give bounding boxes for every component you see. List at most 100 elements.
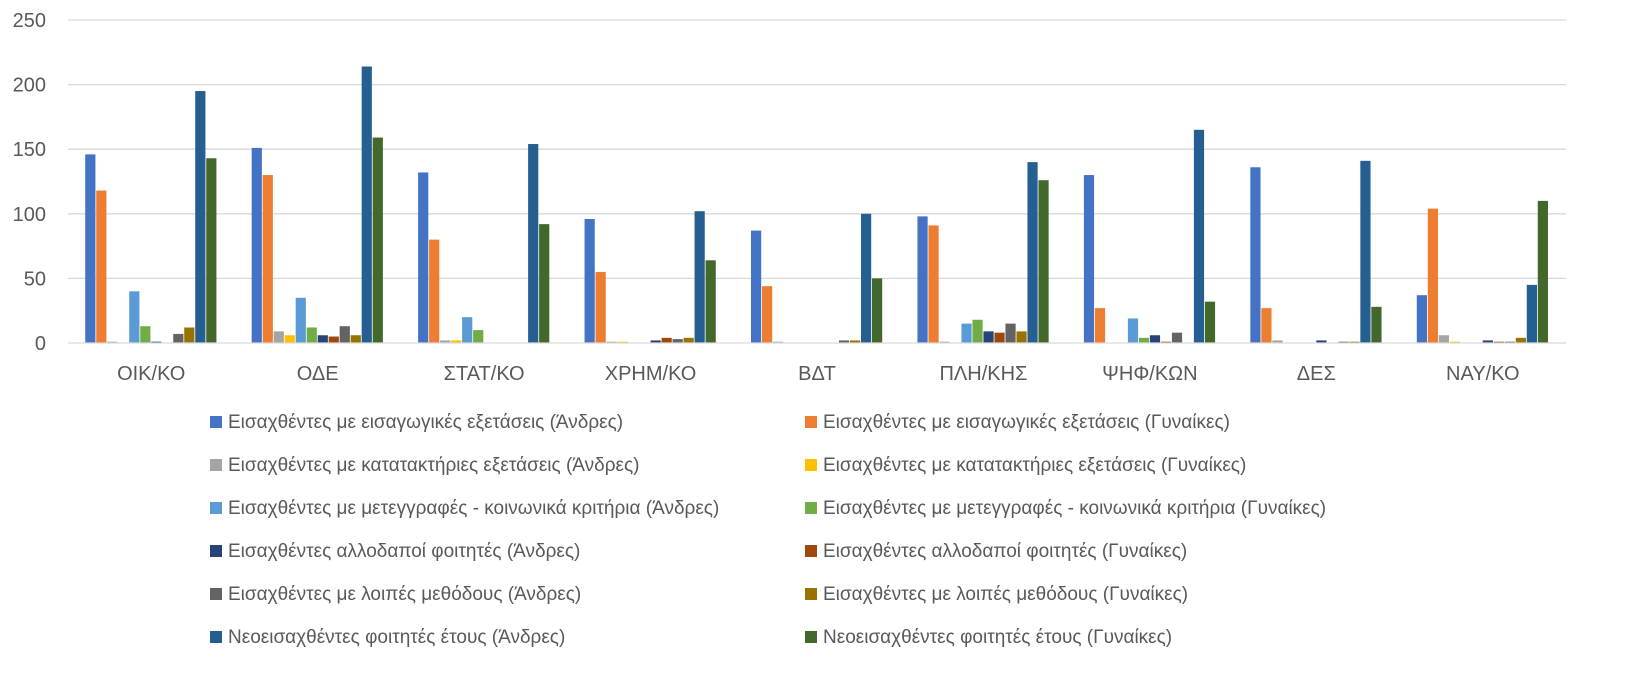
legend: Εισαχθέντες με εισαγωγικές εξετάσεις (Άν… [210,412,1326,648]
legend-swatch [210,588,222,600]
bar [1016,331,1027,343]
bar [284,335,295,343]
bar [206,158,217,343]
bar [861,213,872,343]
bar [917,216,928,343]
bar [462,317,473,343]
bar [1537,200,1548,343]
legend-swatch [805,545,817,557]
bar [418,172,429,343]
bar [584,218,595,343]
bar [1482,340,1493,343]
bar [762,286,773,343]
x-axis-category-labels: ΟΙΚ/ΚΟ ΟΔΕ ΣΤΑΤ/ΚΟ ΧΡΗΜ/ΚΟ ΒΔΤ ΠΛΗ/ΚΗΣ ΨΗΦ/ΚΩΝ… [117,363,1519,385]
legend-label: Εισαχθέντες αλλοδαποί φοιτητές (Γυναίκες… [823,541,1187,562]
bar [661,337,672,343]
bar [251,147,262,343]
x-category-label: ΟΙΚ/ΚΟ [117,363,185,385]
bar [1005,323,1016,343]
legend-swatch [805,416,817,428]
bar [1272,340,1283,343]
bar [129,291,140,343]
legend-swatch [805,588,817,600]
bar [1261,308,1272,343]
bar [317,335,328,343]
bar [295,297,306,343]
y-tick-label: 150 [13,139,46,161]
bar [528,144,539,343]
legend-swatch [210,631,222,643]
bar [972,319,983,343]
x-category-label: ΣΤΑΤ/ΚΟ [444,363,525,385]
bar [140,326,151,343]
bar [361,66,372,344]
legend-label: Εισαχθέντες με μετεγγραφές - κοινωνικά κ… [823,498,1326,519]
bar [85,154,96,343]
bar [350,335,361,343]
legend-swatch [805,502,817,514]
bar [983,331,994,343]
bar [928,225,939,343]
bar [1526,284,1537,343]
legend-label: Εισαχθέντες με κατατακτήριες εξετάσεις (… [228,455,639,476]
y-axis-tick-labels: 0 50 100 150 200 250 [13,10,46,355]
bar [1204,301,1216,343]
bar [1171,332,1183,343]
bar [1371,306,1382,343]
bar [994,332,1005,343]
bar [1515,337,1526,343]
bar [96,190,107,343]
legend-label: Νεοεισαχθέντες φοιτητές έτους (Άνδρες) [228,627,565,648]
bar [961,323,972,343]
bar [694,211,705,343]
legend-label: Νεοεισαχθέντες φοιτητές έτους (Γυναίκες) [823,627,1172,648]
bar [1127,318,1139,343]
legend-label: Εισαχθέντες με λοιπές μεθόδους (Άνδρες) [228,584,581,605]
bar [262,175,273,343]
x-category-label: ΝΑΥ/ΚΟ [1446,363,1519,385]
bars [85,66,1548,344]
legend-label: Εισαχθέντες με εισαγωγικές εξετάσεις (Γυ… [823,412,1230,433]
x-category-label: ΧΡΗΜ/ΚΟ [605,363,697,385]
x-category-label: ΟΔΕ [297,363,339,385]
bar [473,330,484,343]
bar [1360,160,1371,343]
legend-label: Εισαχθέντες με εισαγωγικές εξετάσεις (Άν… [228,412,623,433]
bar [705,260,716,343]
y-tick-label: 100 [13,204,46,226]
bar [751,230,762,343]
bar [683,337,694,343]
bar [1038,180,1049,343]
x-category-label: ΨΗΦ/ΚΩΝ [1102,363,1197,385]
legend-swatch [805,631,817,643]
y-tick-label: 50 [24,268,46,290]
legend-label: Εισαχθέντες με κατατακτήριες εξετάσεις (… [823,455,1246,476]
bar [1027,162,1038,343]
bar [672,339,683,343]
legend-swatch [210,545,222,557]
legend-label: Εισαχθέντες με μετεγγραφές - κοινωνικά κ… [228,498,719,519]
bar [372,137,383,343]
y-tick-label: 250 [13,10,46,32]
bar [1416,295,1427,343]
bar [1427,208,1438,343]
bar [451,340,462,343]
bar [1094,308,1106,343]
bar [429,239,440,343]
legend-label: Εισαχθέντες με λοιπές μεθόδους (Γυναίκες… [823,584,1188,605]
bar [1438,335,1449,343]
bar [1138,337,1150,343]
legend-label: Εισαχθέντες αλλοδαποί φοιτητές (Άνδρες) [228,541,580,562]
bar [839,340,850,343]
bar [1149,335,1161,343]
bar [850,340,861,343]
bar [650,340,661,343]
bar [595,271,606,343]
bar [872,278,883,343]
y-tick-label: 0 [35,333,46,355]
x-category-label: ΔΕΣ [1297,363,1336,385]
bar [184,327,195,343]
bar [195,91,206,343]
legend-swatch [210,416,222,428]
